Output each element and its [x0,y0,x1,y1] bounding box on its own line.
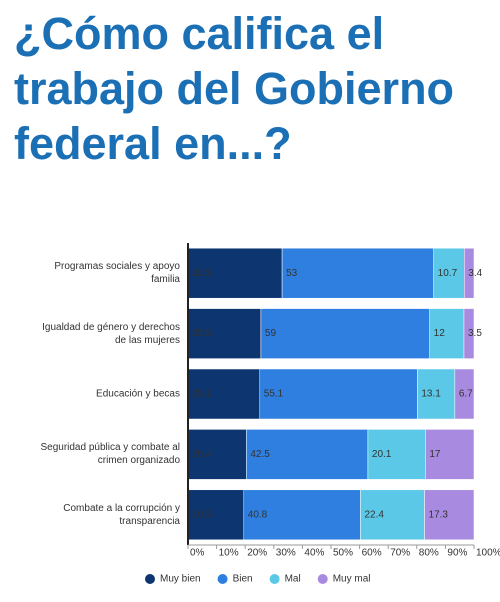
bar-segment [425,429,475,480]
x-tick-label: 100% [476,548,500,559]
x-tick-label: 80% [419,548,439,559]
legend-swatch [269,574,280,584]
chart-title: ¿Cómo califica el trabajo del Gobierno f… [14,8,455,169]
x-tick-label: 20% [247,548,267,559]
x-tick-label: 70% [390,548,410,559]
data-label: 10.7 [438,268,458,279]
data-label: 17.3 [429,509,449,520]
bar-segment [187,247,283,299]
legend-swatch [145,574,155,584]
data-label: 19.5 [192,509,212,520]
data-label: 25.5 [192,328,212,339]
bar-segment [417,368,456,420]
category-label: Igualdad de género y derechos de las muj… [42,321,180,346]
data-label: 42.5 [250,449,270,460]
x-tick-label: 40% [304,548,324,559]
bar-segment [463,308,475,359]
legend-label: Muy mal [333,574,371,585]
category-label: Programas sociales y apoyo familia [54,261,180,286]
legend-swatch [217,574,228,584]
bar-segment [429,308,465,359]
bar-segment [464,247,475,299]
x-tick-label: 60% [362,548,382,559]
data-label: 6.7 [459,389,473,400]
data-label: 55.1 [264,389,284,400]
bar-segment [187,429,247,480]
data-label: 32.9 [192,268,212,279]
bar-segment [187,368,261,420]
bar-segment [454,368,475,420]
data-label: 20.1 [372,449,392,460]
data-label: 40.8 [248,509,268,520]
bar-segment [367,429,426,480]
category-label: Educación y becas [96,388,180,400]
bar-segment [360,489,425,541]
category-label: Seguridad pública y combate al crimen or… [40,442,180,467]
x-tick-label: 10% [219,548,239,559]
bar-segment [259,368,418,420]
x-tick-label: 50% [333,548,353,559]
data-label: 22.4 [364,509,384,520]
bar-segment [246,429,369,480]
legend-label: Mal [285,574,301,585]
data-label: 59 [265,328,277,339]
bar-segment [424,489,475,541]
bar-segment [281,247,434,299]
legend-label: Bien [233,574,253,585]
x-tick-label: 30% [276,548,296,559]
bar-segment [243,489,361,541]
data-label: 12 [434,328,446,339]
data-label: 3.5 [468,328,482,339]
x-tick-label: 0% [190,548,205,559]
data-label: 13.1 [421,389,441,400]
x-tick-label: 90% [447,548,467,559]
bar-segment [187,308,262,359]
data-label: 17 [429,449,441,460]
data-label: 3.4 [468,268,482,279]
bar-segment [260,308,430,359]
legend-swatch [317,574,328,584]
legend-label: Muy bien [160,574,201,585]
data-label: 25.1 [192,389,212,400]
category-label: Combate a la corrupción y transparencia [63,502,180,527]
data-label: 20.4 [192,449,212,460]
data-label: 53 [286,268,298,279]
